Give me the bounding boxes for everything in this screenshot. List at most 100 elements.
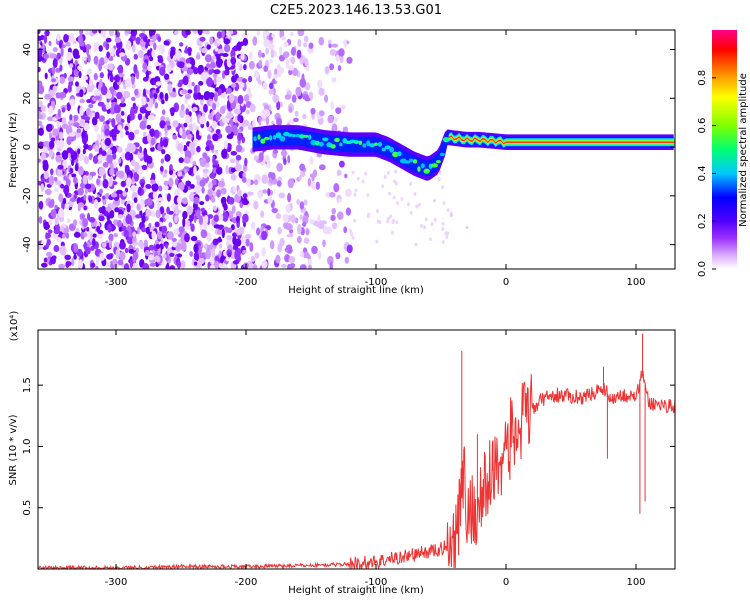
noise-speckle	[55, 154, 62, 163]
noise-speckle	[307, 177, 312, 187]
noise-speckle	[169, 91, 177, 98]
noise-speckle	[223, 44, 231, 53]
noise-speckle	[152, 35, 157, 42]
noise-speckle	[105, 92, 112, 99]
noise-speckle	[246, 178, 251, 187]
noise-speckle	[149, 128, 155, 137]
colorbar: 0.0 0.2 0.4 0.6 0.8 Normalized spectral ampl…	[697, 30, 749, 277]
noise-speckle	[159, 66, 166, 76]
noise-speckle	[250, 221, 256, 230]
noise-speckle	[202, 173, 208, 179]
noise-speckle	[135, 36, 141, 45]
noise-speckle	[309, 219, 315, 225]
noise-speckle	[247, 124, 253, 131]
noise-speckle	[103, 55, 108, 64]
signal-core	[403, 160, 411, 164]
noise-speckle	[83, 232, 88, 238]
noise-speckle	[299, 250, 304, 258]
noise-speckle	[364, 171, 368, 176]
signal-core	[318, 141, 324, 147]
noise-speckle	[445, 234, 449, 239]
signal-core	[273, 135, 277, 140]
noise-speckle	[88, 196, 93, 203]
noise-speckle	[59, 91, 67, 99]
noise-speckle	[46, 251, 53, 257]
noise-speckle	[173, 228, 181, 236]
noise-speckle	[331, 123, 338, 134]
noise-speckle	[63, 175, 68, 181]
noise-speckle	[167, 231, 174, 240]
noise-speckle	[288, 106, 293, 113]
noise-speckle	[223, 203, 228, 211]
noise-speckle	[299, 163, 306, 171]
noise-speckle	[305, 228, 310, 236]
noise-speckle	[299, 214, 303, 220]
noise-speckle	[241, 176, 247, 183]
noise-speckle	[216, 54, 221, 62]
noise-speckle	[145, 226, 150, 235]
noise-speckle	[228, 93, 235, 104]
noise-speckle	[270, 48, 274, 59]
noise-speckle	[419, 224, 423, 229]
noise-speckle	[254, 252, 260, 259]
noise-speckle	[209, 172, 216, 179]
noise-speckle	[267, 188, 271, 197]
noise-speckle	[227, 245, 233, 250]
noise-speckle	[269, 58, 273, 64]
noise-speckle	[82, 218, 88, 228]
noise-speckle	[40, 105, 46, 112]
noise-speckle	[131, 75, 135, 85]
spectrogram-y-label: Frequency (Hz)	[8, 112, 19, 188]
noise-speckle	[282, 51, 290, 58]
noise-speckle	[198, 80, 204, 86]
noise-speckle	[227, 30, 231, 39]
noise-speckle	[415, 204, 419, 209]
noise-speckle	[166, 193, 171, 202]
noise-speckle	[312, 169, 318, 178]
noise-speckle	[58, 263, 65, 269]
noise-speckle	[256, 227, 261, 236]
noise-speckle	[170, 49, 174, 59]
noise-speckle	[242, 193, 248, 199]
noise-speckle	[248, 75, 253, 83]
noise-speckle	[86, 46, 90, 56]
noise-speckle	[152, 191, 158, 200]
noise-speckle	[261, 52, 265, 58]
noise-speckle	[48, 40, 52, 47]
noise-speckle	[116, 91, 123, 100]
noise-speckle	[164, 214, 170, 220]
noise-speckle	[215, 128, 221, 135]
noise-speckle	[351, 235, 355, 240]
noise-speckle	[131, 83, 136, 89]
noise-speckle	[353, 218, 357, 223]
noise-speckle	[183, 168, 188, 174]
noise-speckle	[180, 260, 186, 269]
noise-speckle	[248, 60, 255, 70]
noise-speckle	[66, 51, 73, 62]
noise-speckle	[106, 51, 110, 59]
noise-speckle	[73, 122, 80, 128]
noise-speckle	[168, 177, 174, 188]
noise-speckle	[235, 229, 242, 236]
noise-speckle	[145, 209, 152, 217]
noise-speckle	[49, 53, 57, 59]
noise-speckle	[210, 257, 215, 265]
noise-speckle	[92, 233, 97, 238]
noise-speckle	[224, 140, 228, 150]
noise-speckle	[58, 40, 63, 49]
noise-speckle	[261, 230, 268, 241]
noise-speckle	[153, 129, 160, 139]
noise-speckle	[69, 98, 76, 107]
noise-speckle	[64, 202, 70, 210]
noise-speckle	[261, 247, 266, 257]
noise-speckle	[268, 82, 274, 90]
noise-speckle	[279, 46, 283, 56]
noise-speckle	[119, 241, 126, 250]
noise-speckle	[112, 81, 118, 90]
noise-speckle	[164, 92, 169, 102]
noise-speckle	[48, 175, 55, 186]
signal-core	[279, 136, 286, 142]
noise-speckle	[51, 255, 57, 260]
